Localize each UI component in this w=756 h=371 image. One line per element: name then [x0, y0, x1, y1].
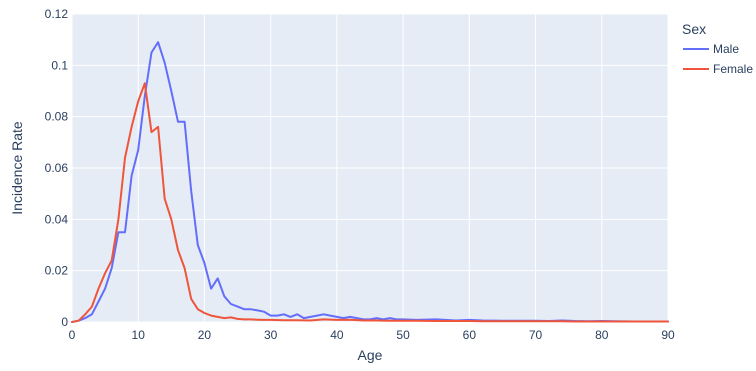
legend-title: Sex: [682, 21, 706, 37]
legend-items[interactable]: Male Female: [683, 42, 753, 76]
x-tick-label: 90: [661, 328, 675, 342]
x-tick-label: 10: [132, 328, 146, 342]
x-tick-label: 30: [264, 328, 278, 342]
y-tick-label: 0.12: [45, 7, 69, 21]
x-tick-label: 40: [330, 328, 344, 342]
y-tick-label: 0: [61, 315, 68, 329]
y-tick-label: 0.1: [51, 58, 68, 72]
y-tick-label: 0.02: [45, 264, 69, 278]
x-tick-label: 80: [595, 328, 609, 342]
y-tick-label: 0.04: [45, 212, 69, 226]
y-tick-label: 0.08: [45, 110, 69, 124]
x-tick-label: 60: [463, 328, 477, 342]
tick-labels: 0 10 20 30 40 50 60 70 80 90 0 0.02 0.04 0.06 0.08 0.1 0…: [45, 7, 675, 342]
x-tick-label: 20: [198, 328, 212, 342]
legend-item-male[interactable]: Male: [683, 42, 739, 56]
legend-label: Female: [713, 62, 753, 76]
y-tick-label: 0.06: [45, 161, 69, 175]
legend[interactable]: Sex Male Female: [682, 21, 753, 76]
x-axis-title: Age: [358, 347, 383, 363]
x-tick-label: 70: [529, 328, 543, 342]
legend-label: Male: [713, 42, 739, 56]
y-axis-title: Incidence Rate: [9, 121, 25, 215]
x-tick-label: 50: [396, 328, 410, 342]
x-tick-label: 0: [69, 328, 76, 342]
series-lines: [71, 41, 669, 323]
legend-item-female[interactable]: Female: [683, 62, 753, 76]
series-line-female: [71, 82, 669, 323]
